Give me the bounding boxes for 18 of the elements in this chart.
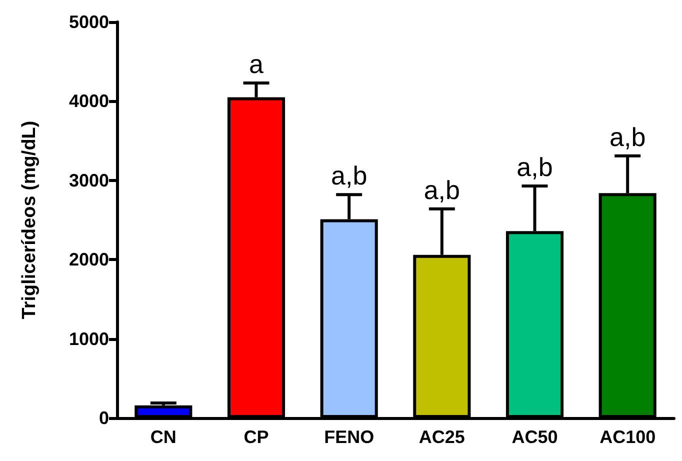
y-tick-label: 3000 [68,170,109,190]
x-tick-label: AC50 [512,427,558,447]
x-tick-label: FENO [324,427,374,447]
y-tick-label: 2000 [68,250,109,270]
x-tick-label: AC25 [418,427,465,447]
x-tick-label: CN [150,427,176,447]
x-tick-label: AC100 [600,427,656,447]
annotation: a,b [516,152,553,182]
annotation: a,b [610,122,646,152]
annotation: a,b [331,160,368,191]
annotation: a,b [424,174,460,205]
y-tick-label: 0 [98,408,109,428]
y-tick-label: 5000 [68,12,109,32]
x-tick-label: CP [244,427,269,447]
annotation: a [249,48,264,79]
y-tick-label: 4000 [68,91,109,112]
y-tick-label: 1000 [68,328,109,349]
y-axis-title: Triglicerídeos (mg/dL) [19,120,40,320]
